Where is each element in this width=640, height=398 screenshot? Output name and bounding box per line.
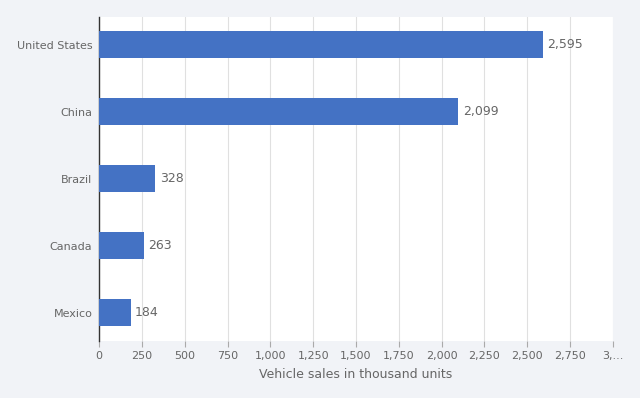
Text: 2,099: 2,099 [463, 105, 499, 118]
Text: 263: 263 [148, 239, 172, 252]
Bar [99, 232, 144, 259]
X-axis label: Vehicle sales in thousand units: Vehicle sales in thousand units [259, 368, 452, 381]
Bar [99, 299, 131, 326]
Text: 2,595: 2,595 [548, 38, 584, 51]
Bar [99, 98, 458, 125]
Bar [99, 31, 543, 58]
Text: 184: 184 [135, 306, 159, 319]
Text: 328: 328 [159, 172, 184, 185]
Bar [99, 166, 156, 192]
